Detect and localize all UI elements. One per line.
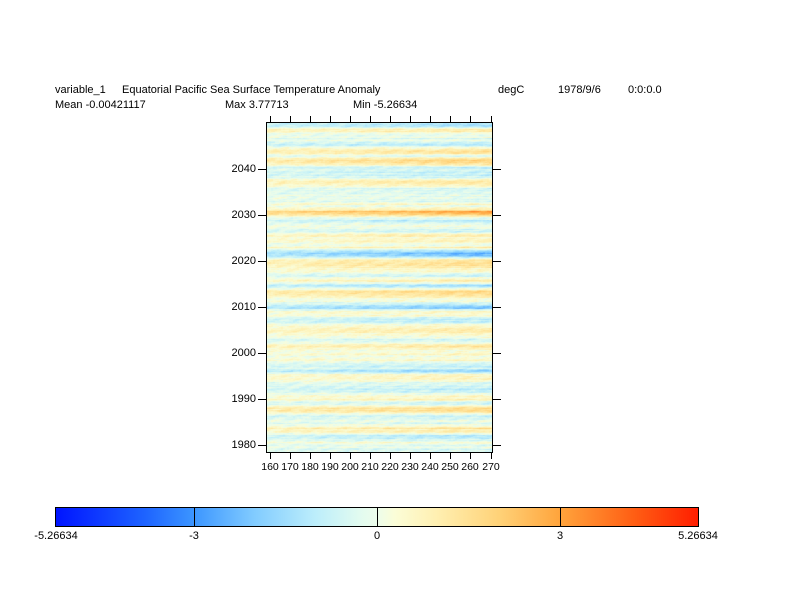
colorbar: [55, 507, 699, 527]
mean-stat: Mean -0.00421117: [55, 99, 146, 111]
y-axis-tick-right: [493, 445, 501, 446]
colorbar-tick-label: -3: [189, 530, 199, 542]
heatmap-canvas: [267, 123, 492, 452]
y-axis-tick-right: [493, 353, 501, 354]
x-axis-tick-bottom: [270, 453, 271, 459]
min-stat: Min -5.26634: [353, 99, 418, 111]
y-axis-label: 2010: [231, 301, 256, 313]
x-axis-tick-bottom: [450, 453, 451, 459]
y-axis-tick-right: [493, 169, 501, 170]
y-axis-label: 1980: [231, 439, 256, 451]
x-axis-tick-bottom: [310, 453, 311, 459]
x-axis-tick-top: [370, 116, 371, 122]
y-axis-tick-right: [493, 307, 501, 308]
x-axis-label: 190: [321, 461, 339, 473]
y-axis-label: 2030: [231, 209, 256, 221]
y-axis-tick-left: [258, 307, 266, 308]
x-axis-tick-top: [430, 116, 431, 122]
x-axis-tick-bottom: [470, 453, 471, 459]
x-axis-tick-top: [270, 116, 271, 122]
x-axis-tick-bottom: [390, 453, 391, 459]
y-axis-tick-left: [258, 215, 266, 216]
x-axis-label: 230: [401, 461, 419, 473]
x-axis-tick-bottom: [330, 453, 331, 459]
colorbar-tick: [194, 508, 195, 526]
y-axis-tick-right: [493, 399, 501, 400]
x-axis-tick-top: [310, 116, 311, 122]
max-stat: Max 3.77713: [225, 99, 289, 111]
y-axis-tick-left: [258, 169, 266, 170]
y-axis-label: 2020: [231, 255, 256, 267]
x-axis-label: 250: [441, 461, 459, 473]
x-axis-label: 160: [261, 461, 279, 473]
x-axis-tick-bottom: [290, 453, 291, 459]
x-axis-label: 200: [341, 461, 359, 473]
y-axis-tick-left: [258, 261, 266, 262]
time-label: 0:0:0.0: [628, 84, 662, 96]
x-axis-tick-bottom: [370, 453, 371, 459]
y-axis-label: 1990: [231, 393, 256, 405]
y-axis-label: 2000: [231, 347, 256, 359]
x-axis-label: 180: [301, 461, 319, 473]
colorbar-tick-label: -5.26634: [34, 530, 78, 542]
x-axis-label: 270: [482, 461, 500, 473]
y-axis-tick-left: [258, 353, 266, 354]
x-axis-label: 210: [361, 461, 379, 473]
x-axis-label: 170: [281, 461, 299, 473]
date-label: 1978/9/6: [558, 84, 601, 96]
variable-name: variable_1: [55, 84, 106, 96]
x-axis-label: 220: [381, 461, 399, 473]
x-axis-tick-bottom: [410, 453, 411, 459]
x-axis-tick-top: [390, 116, 391, 122]
colorbar-tick: [377, 508, 378, 526]
x-axis-tick-top: [350, 116, 351, 122]
x-axis-tick-bottom: [430, 453, 431, 459]
colorbar-tick-label: 5.26634: [678, 530, 718, 542]
x-axis-label: 260: [461, 461, 479, 473]
colorbar-tick: [560, 508, 561, 526]
heatmap-plot: [266, 122, 493, 453]
colorbar-tick-label: 3: [556, 530, 564, 542]
colorbar-tick-label: 0: [373, 530, 381, 542]
y-axis-tick-left: [258, 399, 266, 400]
x-axis-tick-top: [290, 116, 291, 122]
x-axis-tick-bottom: [350, 453, 351, 459]
plot-title: Equatorial Pacific Sea Surface Temperatu…: [122, 84, 381, 96]
x-axis-tick-top: [470, 116, 471, 122]
x-axis-label: 240: [421, 461, 439, 473]
x-axis-tick-top: [330, 116, 331, 122]
y-axis-tick-left: [258, 445, 266, 446]
x-axis-tick-bottom: [491, 453, 492, 459]
x-axis-tick-top: [450, 116, 451, 122]
y-axis-tick-right: [493, 215, 501, 216]
y-axis-label: 2040: [231, 163, 256, 175]
x-axis-tick-top: [410, 116, 411, 122]
y-axis-tick-right: [493, 261, 501, 262]
units-label: degC: [498, 84, 525, 96]
x-axis-tick-top: [491, 116, 492, 122]
